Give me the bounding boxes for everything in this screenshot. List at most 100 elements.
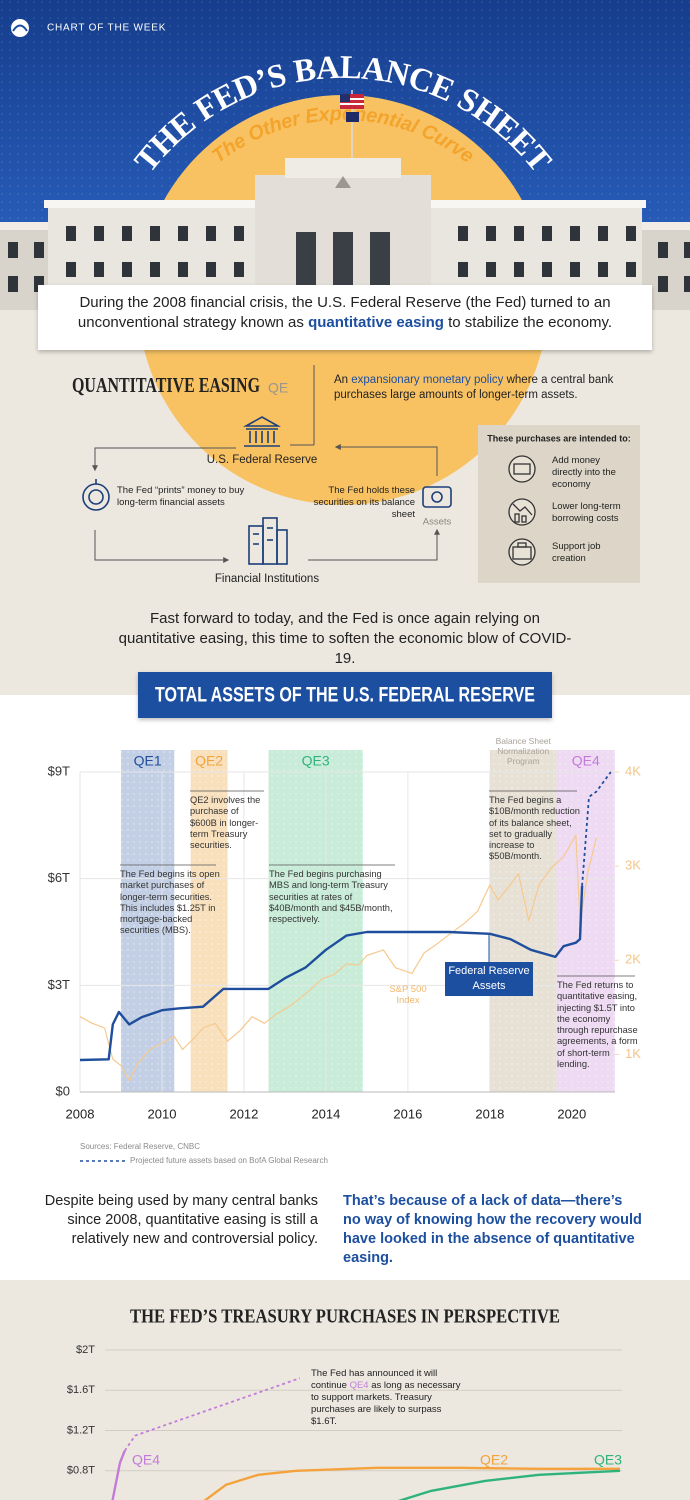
qe-abbr: QE (268, 380, 288, 396)
annotation-text: as long as necessary to support markets.… (311, 1380, 461, 1427)
y2-tick-label: 4K (625, 763, 641, 778)
window (684, 242, 690, 258)
node-institutions: Financial Institutions (215, 573, 319, 585)
window (122, 226, 132, 241)
x-tick-label: 2018 (475, 1106, 504, 1121)
annotation: The Fed returns to quantitative easing, … (557, 980, 638, 1070)
arrow (94, 530, 230, 563)
window (514, 226, 524, 241)
series-label: QE4 (132, 1452, 160, 1468)
series-label-box (445, 962, 533, 996)
window (598, 262, 608, 277)
bank-icon (242, 416, 282, 447)
window (542, 226, 552, 241)
window (626, 262, 636, 277)
series-line (581, 771, 612, 886)
y2-tick-label: 3K (625, 858, 641, 873)
window (150, 226, 160, 241)
y-tick-label: $6T (48, 870, 70, 885)
x-tick-label: 2010 (148, 1106, 177, 1121)
window (458, 226, 468, 241)
step-hold: The Fed holds these securities on its ba… (313, 485, 415, 520)
series-label: QE2 (480, 1452, 508, 1468)
intro-text: During the 2008 financial crisis, the U.… (77, 294, 611, 331)
window (234, 262, 244, 277)
window (34, 242, 44, 258)
window (626, 226, 636, 241)
y-tick-label: $9T (48, 763, 70, 778)
transition: Fast forward to today, and the Fed is on… (118, 610, 572, 667)
purpose-item: Support job creation (552, 541, 601, 564)
band-texture (120, 750, 175, 1092)
x-tick-label: 2016 (393, 1106, 422, 1121)
window (206, 262, 216, 277)
period-label: Balance Sheet Normalization Program (495, 736, 551, 766)
chart-title: THE FED’S TREASURY PURCHASES IN PERSPECT… (130, 1306, 560, 1328)
window (486, 226, 496, 241)
annotation: The Fed begins its open market purchases… (120, 869, 220, 936)
window (150, 262, 160, 277)
building-attic (285, 158, 401, 178)
period-label: QE1 (134, 753, 162, 769)
node-assets: Assets (423, 517, 452, 528)
brand-logo-mark (12, 24, 28, 32)
chart-assets: QE1 QE2 QE3 QE4 $0 $3T $6T $9T 1K 2K 3K 4K 2008 2010 2… (48, 750, 641, 1165)
series-line (398, 1469, 621, 1500)
annotation: The Fed begins purchasing MBS and long-t… (269, 869, 393, 925)
arrow (92, 447, 236, 472)
qe-definition: An expansionary monetary policy where a … (334, 373, 619, 403)
definition-text: An (334, 374, 352, 386)
window (34, 276, 44, 292)
window (206, 226, 216, 241)
definition-highlight: expansionary monetary policy (351, 374, 504, 386)
flag-canton (340, 94, 350, 102)
window (658, 242, 668, 258)
series-label: QE3 (594, 1452, 622, 1468)
window (658, 276, 668, 292)
annotation-text: The Fed has announced it will continue (311, 1368, 438, 1391)
wing-windows (8, 242, 690, 292)
block-windows (66, 226, 636, 277)
annotation: The Fed begins a $10B/month reduction of… (489, 795, 580, 862)
window (598, 226, 608, 241)
series-label: S&P 500 Index (389, 984, 427, 1006)
eagle (335, 176, 351, 188)
purpose-item: Add money directly into the economy (552, 455, 616, 490)
portico-window (333, 232, 353, 288)
window (8, 242, 18, 258)
window (66, 262, 76, 277)
brand: CHART OF THE WEEK (47, 23, 166, 34)
intro-box (38, 285, 652, 350)
arrow (308, 528, 440, 561)
period-label: QE2 (195, 753, 223, 769)
chart-title: TOTAL ASSETS OF THE U.S. FEDERAL RESERVE (155, 684, 535, 707)
period-label: QE3 (302, 753, 330, 769)
money-icon (82, 479, 110, 511)
window (178, 226, 188, 241)
window (542, 262, 552, 277)
window (8, 276, 18, 292)
purpose-title: These purchases are intended to: (487, 433, 631, 443)
window (486, 262, 496, 277)
purpose-icons (508, 455, 536, 566)
series-line (79, 834, 597, 1082)
chart-treasury: $0.8T $1.2T $1.6T $2T QE4 QE2 QE3 (67, 1344, 622, 1500)
chart-annotation: The Fed has announced it will continue Q… (311, 1368, 461, 1428)
y-tick-label: $0.8T (67, 1465, 95, 1477)
window (122, 262, 132, 277)
arrow (334, 444, 438, 476)
purpose-item: Lower long-term borrowing costs (552, 501, 621, 524)
y-tick-label: $3T (48, 977, 70, 992)
flag-stripe (340, 98, 364, 100)
x-tick-label: 2008 (66, 1106, 95, 1121)
band-texture (489, 750, 557, 1092)
conclusion-right: That’s because of a lack of data—there’s… (343, 1193, 642, 1266)
window (94, 262, 104, 277)
window (458, 262, 468, 277)
y-tick-label: $0 (56, 1083, 70, 1098)
annotation-highlight: QE4 (349, 1380, 369, 1391)
y-tick-label: $1.2T (67, 1424, 95, 1436)
window (514, 262, 524, 277)
portico-window (296, 232, 316, 288)
